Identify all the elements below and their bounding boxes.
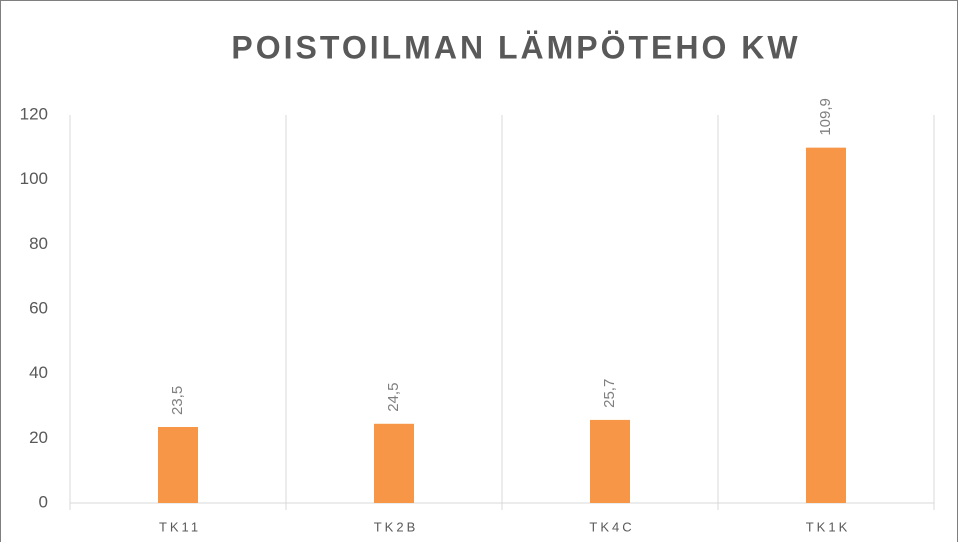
value-label: 25,7 [601,379,618,408]
bar [374,423,414,503]
bar [806,147,846,503]
y-tick-label: 0 [39,492,48,511]
y-tick-label: 60 [29,298,48,317]
x-tick-label: TK2B [374,519,419,534]
x-tick-label: TK4C [589,519,634,534]
bar [590,419,630,503]
x-tick-label: TK11 [159,519,201,534]
x-tick-label: TK1K [806,519,851,534]
chart-title: POISTOILMAN LÄMPÖTEHO KW [231,29,800,65]
value-label: 23,5 [169,386,186,415]
bar [158,427,198,503]
y-tick-label: 120 [20,104,48,123]
y-tick-label: 100 [20,169,48,188]
value-label: 109,9 [817,98,834,136]
y-tick-label: 80 [29,234,48,253]
y-tick-label: 40 [29,363,48,382]
value-label: 24,5 [385,383,402,412]
y-tick-label: 20 [29,428,48,447]
